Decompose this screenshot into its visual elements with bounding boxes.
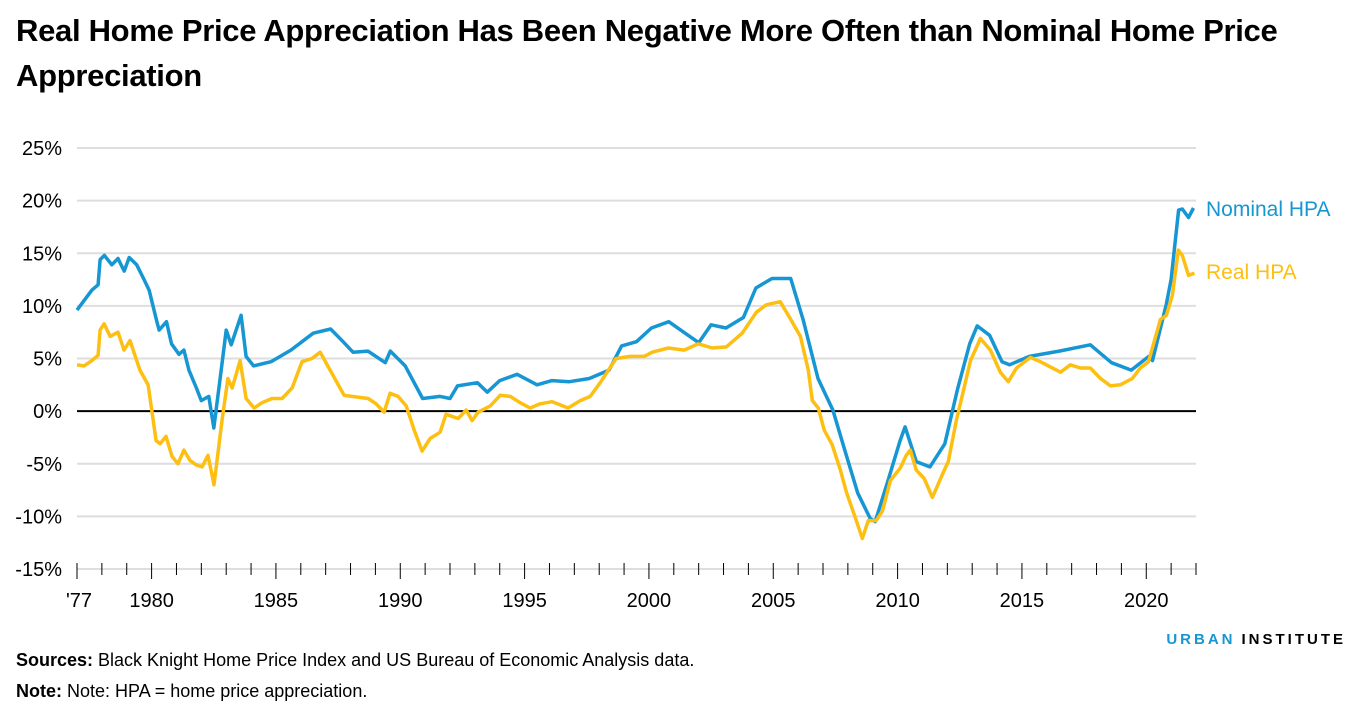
- sources-note: Sources: Black Knight Home Price Index a…: [16, 650, 695, 670]
- urban-institute-logo: URBAN INSTITUTE: [1166, 631, 1346, 648]
- y-tick-label: 20%: [22, 191, 62, 213]
- series-line-0: [75, 207, 1196, 524]
- series-line-1: [76, 248, 1196, 541]
- y-tick-label: 5%: [33, 349, 62, 371]
- x-axis: '77 1980 1985 1990 1995 2000 2005 2010 2015 2020: [66, 563, 1197, 612]
- x-tick-label: 2010: [875, 590, 920, 612]
- x-tick-label: 2020: [1124, 590, 1169, 612]
- series-lines: [75, 207, 1196, 541]
- y-axis: -15% -10% -5% 0% 5% 10% 15% 20% 25%: [15, 138, 62, 581]
- y-tick-label: -5%: [26, 454, 62, 476]
- x-tick-label: 1985: [254, 590, 299, 612]
- x-tick-label: 1995: [502, 590, 547, 612]
- legend-label: Nominal HPA: [1206, 198, 1330, 221]
- chart-title: Real Home Price Appreciation Has Been Ne…: [16, 13, 1278, 93]
- y-tick-label: -15%: [15, 559, 62, 581]
- y-tick-label: 15%: [22, 243, 62, 265]
- y-tick-label: 25%: [22, 138, 62, 160]
- x-tick-label: 2005: [751, 590, 796, 612]
- y-tick-label: -10%: [15, 506, 62, 528]
- x-tick-label: 2015: [1000, 590, 1045, 612]
- legend: Nominal HPA Real HPA: [1206, 198, 1330, 284]
- legend-label: Real HPA: [1206, 261, 1297, 284]
- x-tick-label: 1980: [129, 590, 174, 612]
- gridlines: [77, 147, 1196, 570]
- x-tick-label: 2000: [627, 590, 672, 612]
- y-tick-label: 0%: [33, 401, 62, 423]
- footnote: Note: Note: HPA = home price appreciatio…: [16, 681, 368, 701]
- x-tick-label: '77: [66, 590, 92, 612]
- x-tick-label: 1990: [378, 590, 423, 612]
- y-tick-label: 10%: [22, 296, 62, 318]
